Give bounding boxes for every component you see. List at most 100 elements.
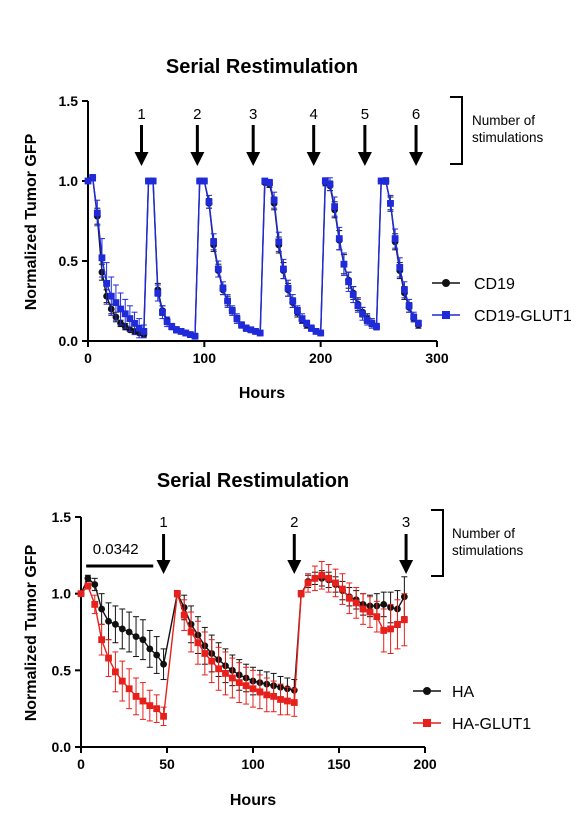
chart-1-stimulation-arrows: 1 2 3 4 5 6 xyxy=(134,106,424,166)
chart-1-legend: CD19 CD19-GLUT1 xyxy=(432,276,572,325)
chart-2-ha-point xyxy=(84,574,92,582)
chart-1-legend-label: CD19-GLUT1 xyxy=(474,308,572,325)
chart-1-cd19-glut1-point xyxy=(284,284,292,292)
chart-1-cd19-glut1-point xyxy=(163,318,171,326)
chart-2-series-ha xyxy=(77,570,408,702)
chart-1-cd19-glut1-point xyxy=(159,308,166,316)
chart-1-cd19-glut1-point xyxy=(242,324,250,332)
chart-2-ha-point xyxy=(91,581,99,588)
chart-1-stimulation-arrow: 2 xyxy=(190,106,205,166)
chart-2-stimulation-arrow: 3 xyxy=(399,514,414,574)
chart-2-arrow-head xyxy=(287,560,302,574)
chart-2-ha-glut1-point xyxy=(132,693,140,700)
chart-2-ha-glut1-point xyxy=(105,654,112,662)
chart-1-cd19-glut1-point xyxy=(103,280,111,287)
chart-2-ha-glut1-point xyxy=(201,650,209,657)
chart-2-x-tick-label: 150 xyxy=(327,756,351,772)
chart-1-cd19-glut1-point xyxy=(405,302,413,310)
chart-2-ha-glut1-point xyxy=(270,693,278,700)
chart-1-cd19-glut1-point xyxy=(410,313,418,321)
chart-2-ha-glut1-point xyxy=(139,697,147,705)
chart-1-stimulation-arrow: 4 xyxy=(306,106,321,166)
chart-2-arrow-label: 2 xyxy=(290,514,298,531)
chart-2-ha-glut1-point xyxy=(366,608,374,616)
chart-2-significance: 0.0342 xyxy=(86,541,154,568)
chart-1-cd19-glut1-point xyxy=(326,180,334,188)
chart-1-cd19-glut1-point xyxy=(266,179,273,186)
chart-2-ha-glut1-point xyxy=(387,625,394,633)
chart-2-arrow-head xyxy=(156,560,171,574)
chart-1-cd19-glut1-point xyxy=(303,320,311,327)
chart-2-ha-point xyxy=(160,660,167,668)
chart-2-y-tick-label: 0.5 xyxy=(52,662,72,678)
chart-2-y-tick-label: 0.0 xyxy=(52,739,72,755)
chart-2-ha-glut1-point xyxy=(263,691,271,699)
chart-1-cd19-glut1-point xyxy=(93,209,101,217)
chart-2-legend-entry: HA-GLUT1 xyxy=(413,716,531,733)
chart-1-series-cd19-glut1 xyxy=(84,174,422,340)
chart-2-ha-glut1-point xyxy=(180,611,188,619)
chart-2-arrow-head xyxy=(399,560,414,574)
chart-1-x-tick-label: 100 xyxy=(193,350,217,366)
chart-2-ha-glut1-point xyxy=(297,590,305,598)
chart-2-ha-glut1-point xyxy=(373,613,381,621)
chart-2-ha-glut1-point xyxy=(332,579,339,587)
chart-1-cd19-glut1-point xyxy=(335,235,343,242)
chart-2-ha-glut1-point xyxy=(84,582,92,590)
chart-1-arrow-head xyxy=(134,152,149,166)
chart-1-axes xyxy=(82,100,438,347)
chart-1-cd19-glut1-point xyxy=(382,177,390,185)
chart-1-cd19-glut1-point xyxy=(205,198,213,206)
chart-1-cd19-glut1-point xyxy=(345,278,352,286)
chart-1-plot-area xyxy=(84,174,422,340)
chart-2-ha-glut1-point xyxy=(256,688,264,696)
chart-1-cd19-glut1-point xyxy=(396,264,404,271)
chart-1-y-tick-label: 1.5 xyxy=(59,93,79,109)
chart-2-ha-glut1-point xyxy=(222,670,229,677)
chart-1-cd19-glut1-point xyxy=(247,326,255,334)
chart-1-legend-label: CD19 xyxy=(474,276,515,293)
chart-2-ha-point xyxy=(112,620,119,628)
chart-2-ha-glut1-point xyxy=(318,571,326,579)
chart-2-legend-entry: HA xyxy=(413,684,475,701)
chart-1-cd19-glut1-point xyxy=(117,305,124,313)
chart-1-legend-entry: CD19-GLUT1 xyxy=(432,308,572,325)
chart-1-arrow-label: 2 xyxy=(193,106,201,123)
chart-1-cd19-glut1-point xyxy=(177,328,185,335)
chart-2-ha-point xyxy=(118,625,126,633)
chart-2-arrow-label: 1 xyxy=(159,514,167,531)
chart-2-ha-point xyxy=(98,605,106,613)
chart-2-ha-glut1-point xyxy=(173,590,181,598)
chart-2-ha-glut1-point xyxy=(118,677,126,685)
chart-1-cd19-glut1-point xyxy=(391,235,399,242)
chart-1-cd19-glut1-point xyxy=(210,238,218,246)
chart-1-cd19-glut1-point xyxy=(261,177,269,185)
chart-1-x-tick-label: 300 xyxy=(425,350,449,366)
chart-1-arrow-label: 4 xyxy=(310,106,318,123)
chart-1-cd19-glut1-point xyxy=(363,316,371,324)
chart-2-series-ha-glut1 xyxy=(77,560,408,727)
chart-1-bracket-line xyxy=(450,96,463,165)
chart-2-ha-glut1-point xyxy=(215,665,222,673)
chart-2-ha-glut1-point xyxy=(325,574,333,582)
chart-1-cd19-glut1-point xyxy=(173,326,180,334)
chart-1-arrow-label: 6 xyxy=(412,106,420,123)
chart-1-arrow-label: 3 xyxy=(249,106,257,123)
chart-1-title: Serial Restimulation xyxy=(166,56,358,78)
chart-2-title: Serial Restimulation xyxy=(157,470,349,492)
chart-1-arrow-label: 1 xyxy=(137,106,145,123)
chart-2-x-axis-label: Hours xyxy=(230,792,276,809)
chart-1-cd19-glut1-point xyxy=(387,200,394,207)
chart-2-bracket-label: Number of stimulations xyxy=(452,526,524,558)
chart-2-ha-glut1-point xyxy=(187,628,195,636)
chart-2-ha-glut1-point xyxy=(359,605,367,613)
chart-2-ha-glut1-point xyxy=(290,699,298,706)
chart-2-legend-label: HA-GLUT1 xyxy=(452,716,531,733)
chart-2-bracket: Number of stimulations xyxy=(431,509,524,577)
chart-1-cd19-glut1-point xyxy=(228,307,236,314)
chart-2-ha-glut1-point xyxy=(228,674,236,682)
chart-1-cd19-glut1-point xyxy=(321,177,329,185)
chart-1-series-cd19 xyxy=(84,174,422,340)
chart-2-plot-area xyxy=(77,560,408,727)
chart-1-cd19-glut1-point xyxy=(275,238,283,246)
